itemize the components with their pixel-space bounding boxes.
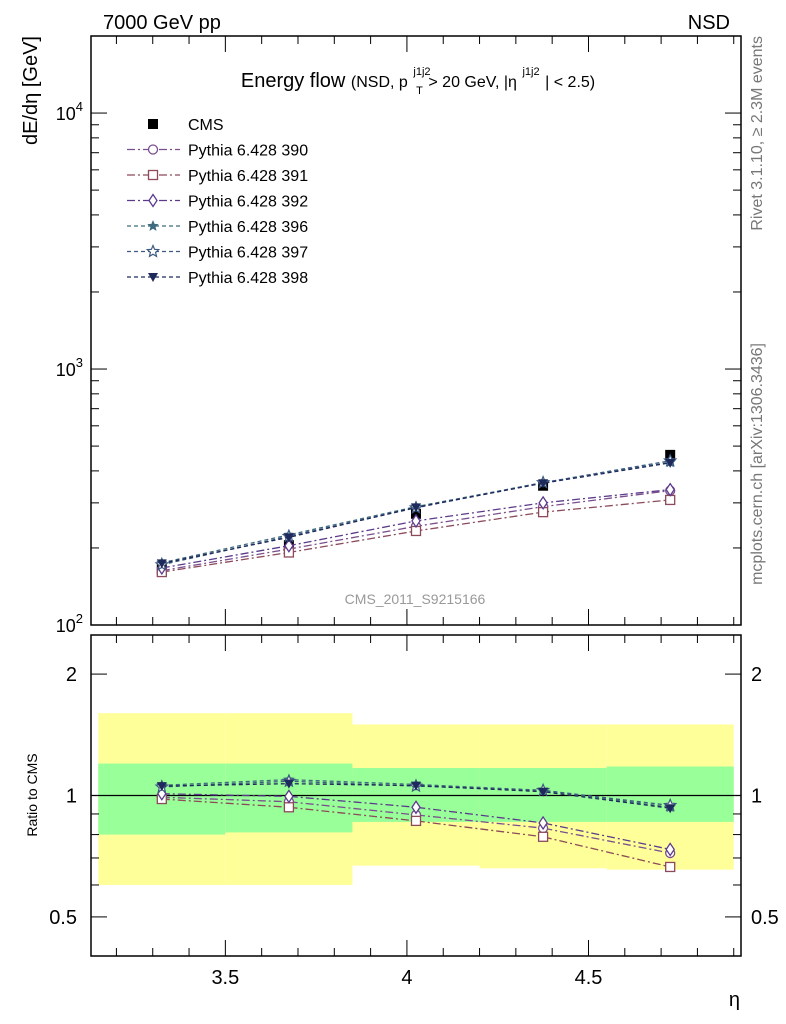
legend-label: Pythia 6.428 396 [188, 219, 308, 236]
rivet-label: Rivet 3.1.10, ≥ 2.3M events [749, 36, 766, 231]
marker-diamond-open [284, 789, 294, 804]
legend-entry-p397: Pythia 6.428 397 [127, 243, 308, 262]
chart-title: Energy flow (NSD, p j1j2 T > 20 GeV, |η … [241, 58, 595, 99]
header-left: 7000 GeV pp [103, 12, 221, 34]
legend: CMS Pythia 6.428 390 Pythia 6.428 391 Pythi… [127, 117, 308, 287]
marker-diamond-open [665, 482, 675, 497]
title-sub-b: > 20 GeV, |η [428, 74, 517, 91]
legend-label: Pythia 6.428 391 [188, 168, 308, 185]
main-axis-ticks: 102 103 104 [56, 35, 741, 636]
title-sup-1: j1j2 [412, 66, 430, 78]
ratio-series-p392 [157, 786, 675, 857]
mcplots-label: mcplots.cern.ch [arXiv:1306.3436] [749, 343, 766, 585]
legend-label: CMS [188, 117, 224, 134]
legend-entry-p390: Pythia 6.428 390 [127, 143, 308, 160]
y-tick-label: 102 [56, 611, 83, 636]
marker-triangle-down-filled [538, 479, 549, 489]
marker-diamond-open [411, 800, 421, 815]
marker-triangle-down-filled [156, 559, 167, 569]
title-main: Energy flow [241, 70, 346, 92]
title-sub-a: (NSD, p [351, 74, 408, 91]
main-plot-data [154, 449, 678, 578]
marker-triangle-down-filled [665, 804, 676, 814]
marker-triangle-down-filled [665, 458, 676, 468]
main-frame [90, 35, 742, 626]
marker-triangle-down-filled [538, 787, 549, 797]
ratio-tick-label: 0.5 [49, 907, 77, 929]
ratio-tick-label: 1 [751, 786, 762, 808]
x-tick-label: 3.5 [211, 967, 239, 989]
legend-entry-p396: Pythia 6.428 396 [127, 219, 308, 236]
marker-diamond-open [538, 495, 548, 511]
ratio-axis-label: Ratio to CMS [24, 753, 40, 836]
band-inner [606, 766, 734, 822]
ratio-series-p398 [156, 779, 676, 814]
legend-label: Pythia 6.428 392 [188, 194, 308, 211]
marker-triangle-down-filled [411, 781, 421, 791]
marker-square-filled [411, 508, 421, 519]
marker-star-filled [147, 220, 159, 231]
ratio-tick-label: 1 [66, 786, 77, 808]
marker-diamond-open [284, 538, 294, 553]
x-tick-label: 4 [401, 967, 412, 989]
legend-label: Pythia 6.428 398 [188, 270, 308, 287]
ratio-frame [90, 634, 742, 957]
marker-triangle-down-filled [411, 503, 421, 513]
marker-triangle-down-filled [283, 533, 294, 543]
marker-diamond-open [665, 842, 675, 857]
ratio-line [161, 793, 671, 851]
ratio-axis-ticks: 0.5 0.5 1 1 2 2 3.5 4 4.5 [49, 635, 779, 989]
ratio-line [161, 798, 671, 868]
y-tick-label: 103 [56, 355, 83, 380]
title-sub-1: T [416, 85, 423, 97]
legend-entry-p392: Pythia 6.428 392 [127, 193, 308, 211]
header-right: NSD [688, 12, 730, 34]
ratio-line [161, 796, 671, 854]
y-axis-label: dE/dη [GeV] [20, 36, 42, 145]
x-tick-label: 4.5 [575, 967, 603, 989]
legend-entry-p391: Pythia 6.428 391 [127, 168, 308, 185]
ratio-tick-label: 2 [66, 664, 77, 686]
series-p398 [156, 458, 676, 569]
ratio-plot-data [154, 773, 678, 873]
marker-square-open [283, 802, 295, 813]
y-tick-label: 104 [56, 99, 83, 124]
title-sub-c: | < 2.5) [545, 74, 595, 91]
legend-label: Pythia 6.428 390 [188, 143, 308, 160]
ratio-tick-label: 2 [751, 664, 762, 686]
marker-diamond-open [148, 193, 158, 208]
series-p392 [157, 482, 675, 576]
marker-diamond-open [411, 513, 421, 529]
marker-square-open [537, 831, 549, 842]
marker-square-open [665, 861, 676, 873]
legend-label: Pythia 6.428 397 [188, 245, 308, 262]
ratio-tick-label: 0.5 [751, 907, 779, 929]
marker-diamond-open [538, 815, 548, 831]
marker-square-filled [148, 119, 158, 129]
ratio-bands [91, 713, 741, 885]
marker-triangle-down-filled [156, 782, 167, 792]
marker-square-open [147, 169, 159, 181]
legend-entry-p398: Pythia 6.428 398 [127, 270, 308, 287]
legend-entry-cms: CMS [148, 117, 224, 134]
marker-star-open [145, 243, 161, 258]
marker-triangle-down-filled [283, 779, 294, 789]
marker-triangle-down-filled [148, 273, 158, 282]
reference-id: CMS_2011_S9215166 [345, 591, 486, 607]
marker-square-open [410, 815, 422, 827]
marker-square-open [665, 494, 676, 506]
x-axis-label: η [729, 989, 740, 1011]
marker-circle-open [147, 144, 159, 155]
title-sup-2: j1j2 [521, 66, 539, 78]
